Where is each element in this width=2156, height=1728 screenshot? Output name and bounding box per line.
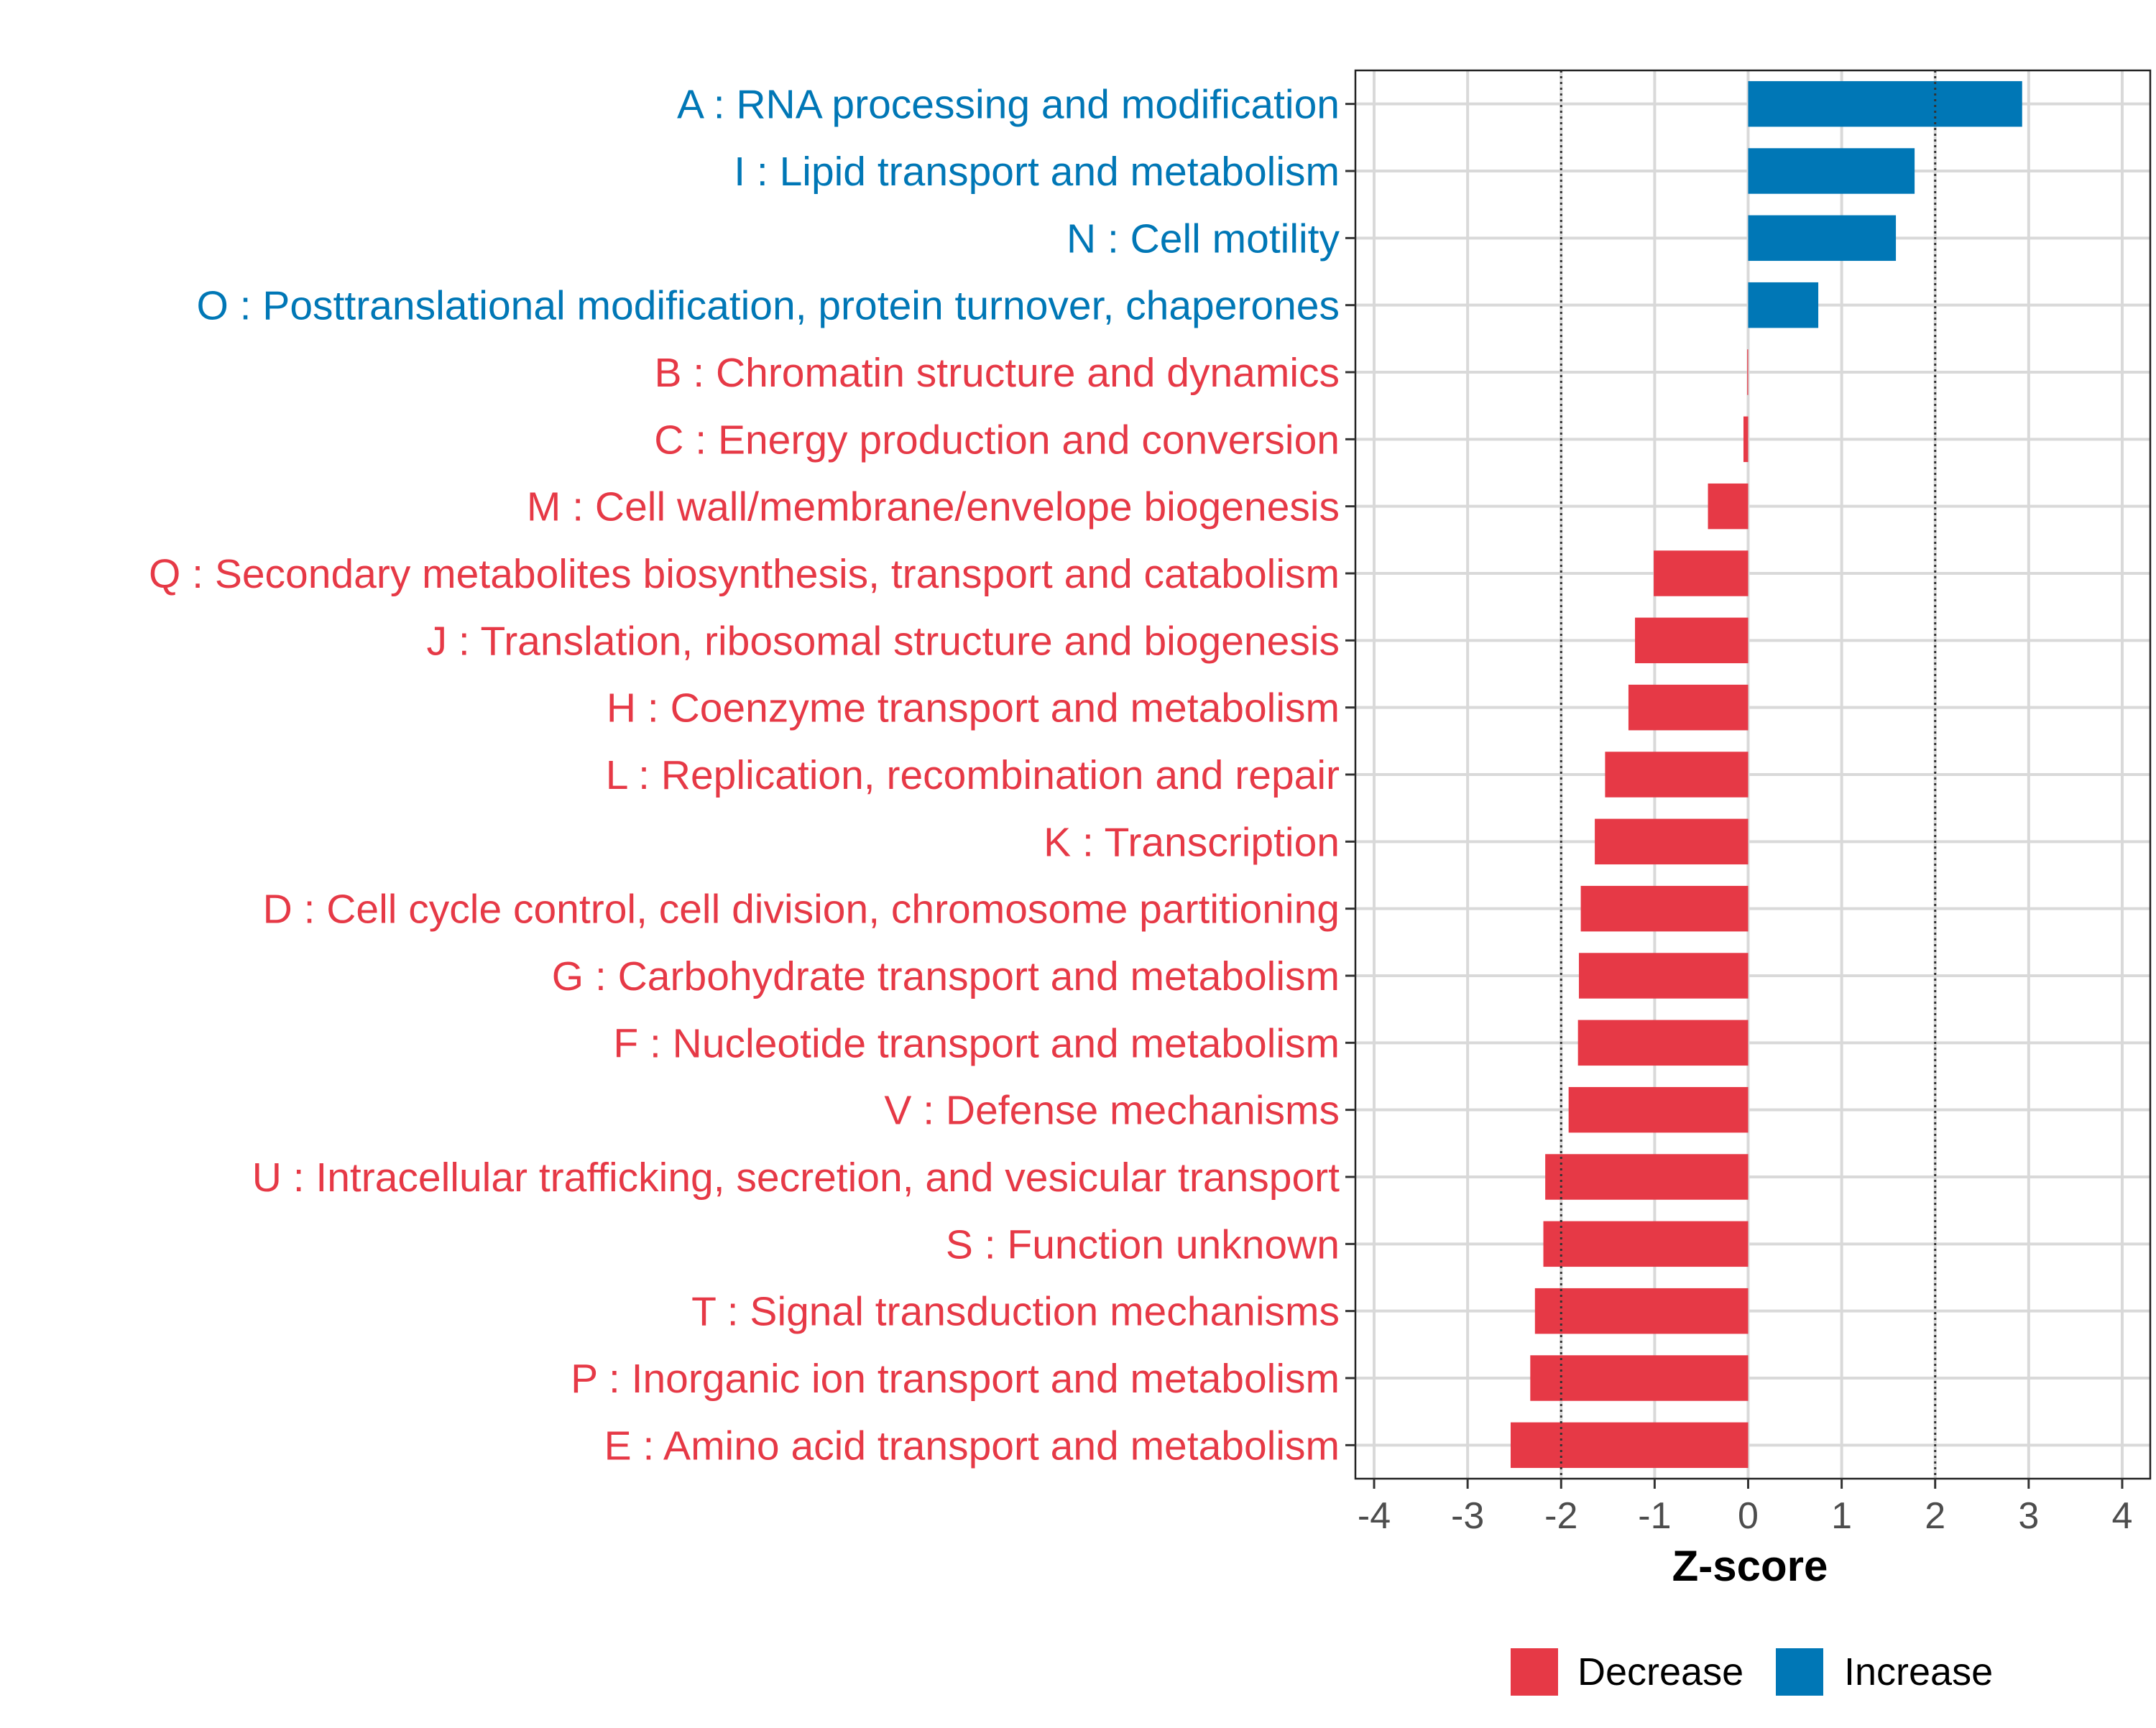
bar-o xyxy=(1748,282,1819,328)
x-tick-label: 0 xyxy=(1738,1495,1759,1537)
reference-lines xyxy=(1560,70,1937,1479)
bar-i xyxy=(1748,148,1915,194)
bar-c xyxy=(1743,416,1749,463)
category-label-h: H : Coenzyme transport and metabolism xyxy=(607,685,1340,731)
bar-b xyxy=(1747,349,1749,395)
category-label-b: B : Chromatin structure and dynamics xyxy=(654,350,1340,396)
x-tick-label: -4 xyxy=(1358,1495,1391,1537)
category-label-v: V : Defense mechanisms xyxy=(884,1088,1340,1134)
bar-v xyxy=(1568,1086,1749,1133)
legend-swatch-increase xyxy=(1776,1648,1823,1696)
bar-u xyxy=(1545,1154,1749,1200)
category-label-a: A : RNA processing and modification xyxy=(677,82,1340,128)
category-label-c: C : Energy production and conversion xyxy=(654,417,1340,463)
bar-a xyxy=(1748,80,2022,127)
legend-swatch-decrease xyxy=(1511,1648,1558,1696)
category-label-o: O : Posttranslational modification, prot… xyxy=(196,283,1340,329)
x-tick-label: -3 xyxy=(1451,1495,1484,1537)
category-label-j: J : Translation, ribosomal structure and… xyxy=(427,618,1340,664)
bar-k xyxy=(1595,818,1749,865)
bar-g xyxy=(1578,953,1749,999)
y-axis-ticks xyxy=(1345,103,1355,1446)
bar-q xyxy=(1654,550,1749,596)
category-label-u: U : Intracellular trafficking, secretion… xyxy=(252,1155,1340,1201)
bar-h xyxy=(1628,684,1749,731)
x-tick-label: -1 xyxy=(1638,1495,1671,1537)
category-label-p: P : Inorganic ion transport and metaboli… xyxy=(571,1356,1340,1402)
x-axis-title: Z-score xyxy=(1672,1542,1828,1590)
x-tick-label: 4 xyxy=(2112,1495,2133,1537)
category-label-f: F : Nucleotide transport and metabolism xyxy=(613,1020,1340,1066)
bar-t xyxy=(1534,1288,1749,1334)
category-label-l: L : Replication, recombination and repai… xyxy=(606,752,1340,798)
category-label-i: I : Lipid transport and metabolism xyxy=(734,149,1340,195)
bar-p xyxy=(1530,1355,1749,1401)
category-label-k: K : Transcription xyxy=(1044,819,1340,865)
bar-f xyxy=(1577,1020,1749,1066)
bar-d xyxy=(1580,885,1749,932)
category-label-g: G : Carbohydrate transport and metabolis… xyxy=(552,953,1340,999)
category-label-m: M : Cell wall/membrane/envelope biogenes… xyxy=(527,484,1340,530)
x-tick-label: 1 xyxy=(1831,1495,1852,1537)
category-label-n: N : Cell motility xyxy=(1067,216,1340,262)
x-axis-ticks: -4 -3 -2 -1 0 1 2 3 4 xyxy=(1358,1479,2133,1537)
bar-n xyxy=(1748,215,1897,262)
y-axis-category-labels: A : RNA processing and modification I : L… xyxy=(149,82,1340,1469)
legend-label-decrease: Decrease xyxy=(1577,1650,1743,1694)
category-label-d: D : Cell cycle control, cell division, c… xyxy=(263,887,1340,933)
x-tick-label: 2 xyxy=(1925,1495,1945,1537)
x-tick-label: 3 xyxy=(2018,1495,2039,1537)
category-label-s: S : Function unknown xyxy=(946,1221,1340,1267)
category-label-t: T : Signal transduction mechanisms xyxy=(691,1289,1340,1335)
bars xyxy=(1510,80,2022,1469)
bar-j xyxy=(1635,617,1749,664)
x-tick-label: -2 xyxy=(1544,1495,1577,1537)
bar-l xyxy=(1605,752,1749,798)
category-label-e: E : Amino acid transport and metabolism xyxy=(604,1423,1340,1469)
category-label-q: Q : Secondary metabolites biosynthesis, … xyxy=(149,551,1340,597)
bar-s xyxy=(1543,1221,1749,1267)
legend: Decrease Increase xyxy=(1511,1648,1993,1696)
grid-lines xyxy=(1355,70,2150,1479)
bar-m xyxy=(1708,483,1749,530)
bar-e xyxy=(1510,1422,1749,1469)
legend-label-increase: Increase xyxy=(1844,1650,1993,1694)
